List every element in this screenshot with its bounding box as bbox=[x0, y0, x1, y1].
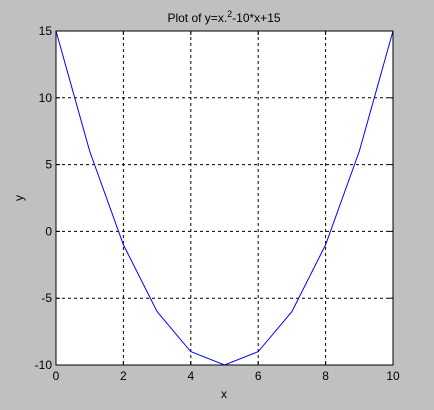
x-axis-label: x bbox=[221, 387, 227, 401]
chart-title-superscript: 2 bbox=[227, 9, 232, 19]
chart-title: Plot of y=x.2-10*x+15 bbox=[167, 9, 280, 25]
y-tick-label: 10 bbox=[39, 91, 53, 105]
y-tick-label: 0 bbox=[45, 224, 52, 238]
axes-frame bbox=[55, 30, 394, 366]
y-tick-label: -10 bbox=[35, 358, 53, 372]
y-tick-labels: 15 10 5 0 -5 -10 bbox=[35, 24, 53, 372]
x-tick-labels: 0 2 4 6 8 10 bbox=[53, 369, 400, 383]
y-tick-label: 15 bbox=[39, 24, 53, 38]
y-tick-label: 5 bbox=[45, 158, 52, 172]
x-tick-label: 10 bbox=[386, 369, 400, 383]
axes-background bbox=[56, 31, 393, 365]
x-tick-label: 2 bbox=[120, 369, 127, 383]
x-tick-label: 6 bbox=[255, 369, 262, 383]
chart-title-prefix: Plot of y=x. bbox=[167, 11, 227, 25]
chart-title-suffix: -10*x+15 bbox=[232, 11, 281, 25]
y-tick-label: -5 bbox=[41, 291, 52, 305]
grid-lines bbox=[56, 31, 393, 365]
axes-box bbox=[55, 30, 394, 366]
y-axis-label: y bbox=[12, 195, 26, 201]
x-tick-label: 4 bbox=[187, 369, 194, 383]
x-tick-label: 8 bbox=[322, 369, 329, 383]
x-tick-label: 0 bbox=[53, 369, 60, 383]
